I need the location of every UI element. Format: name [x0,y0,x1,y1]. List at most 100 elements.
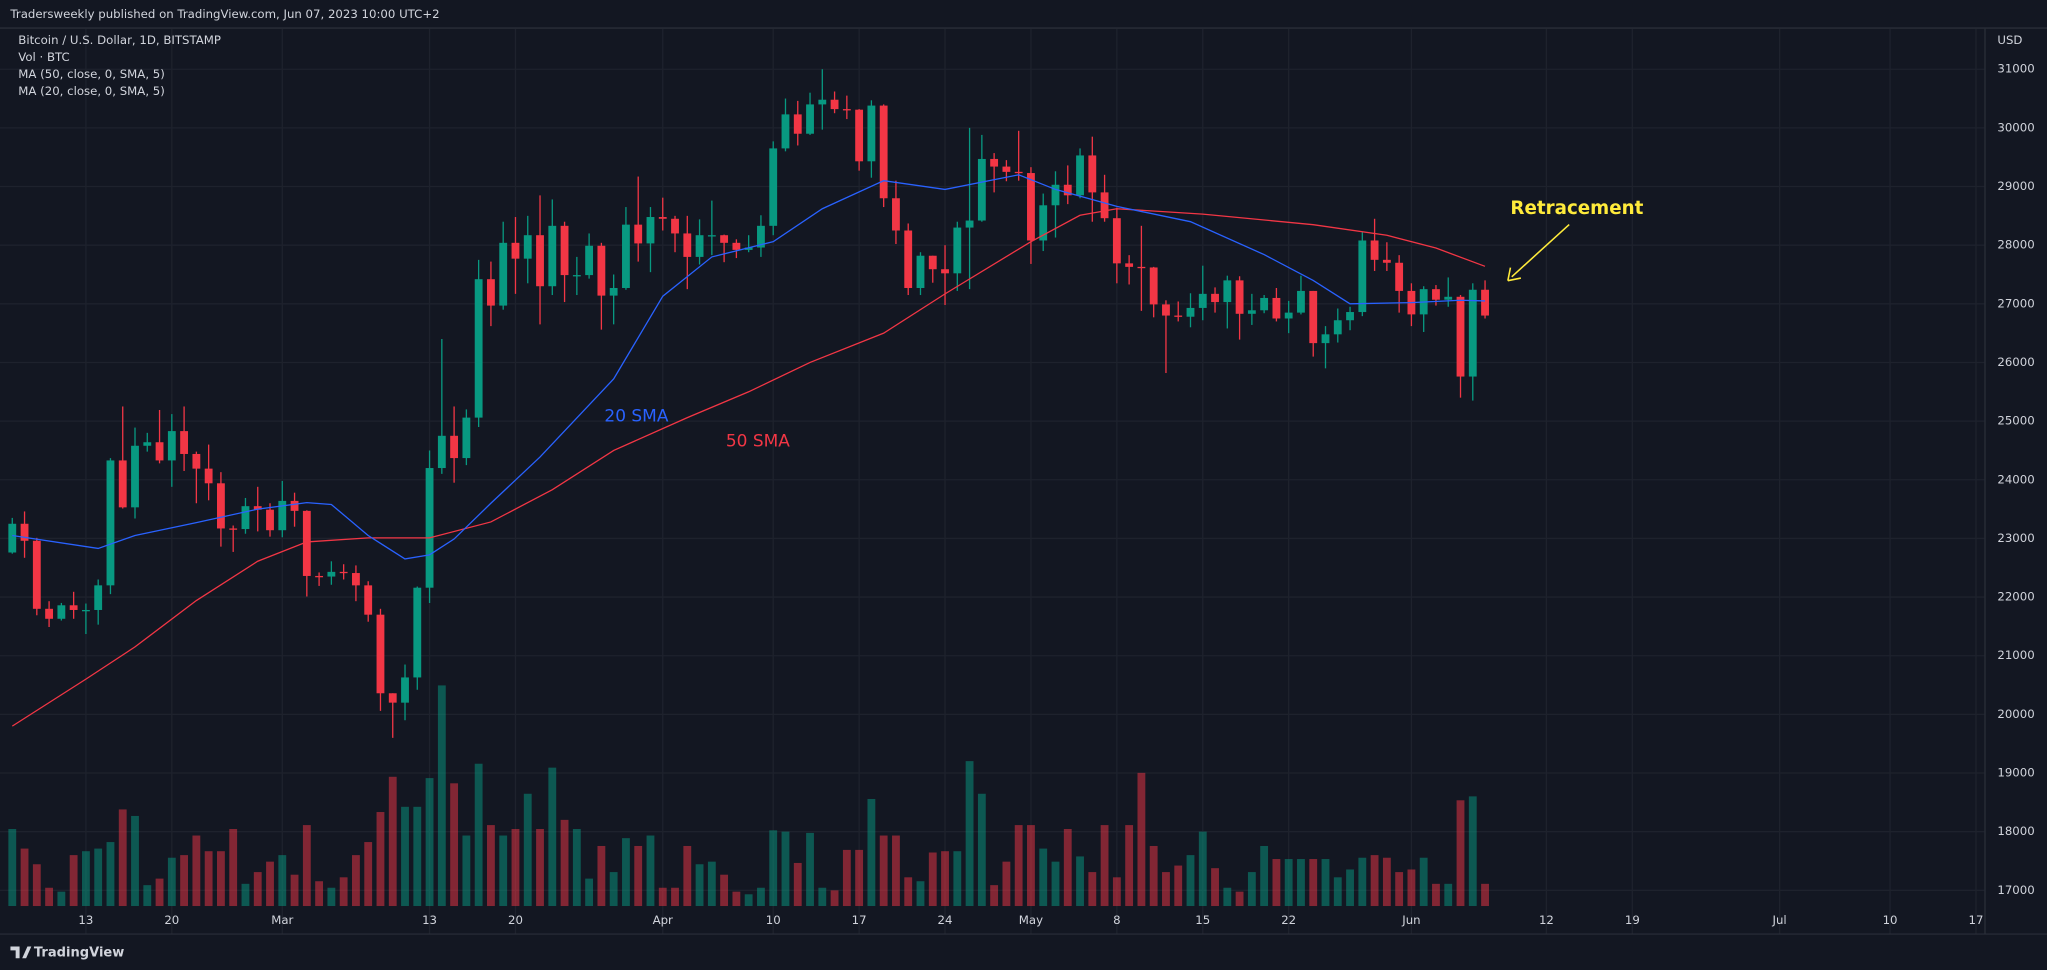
volume-bar [229,829,238,907]
volume-bar [830,890,839,907]
x-tick-label: 8 [1113,913,1120,927]
volume-bar [499,835,508,907]
candle-body [830,99,839,110]
candle-body [1051,184,1060,206]
candle-body [81,609,90,612]
y-tick-label: 20000 [1997,707,2034,721]
x-tick-label: 15 [1195,913,1210,927]
x-tick-label: 19 [1625,913,1640,927]
candle-body [1370,240,1379,260]
volume-bar [1162,872,1170,907]
footer-brand: TradingView [34,946,124,961]
volume-bar [597,845,606,907]
candle-body [769,148,778,226]
candle-body [487,279,495,306]
volume-bar [167,857,176,907]
annotation: 50 SMA [726,431,790,451]
annotations: 20 SMA 50 SMA Retracement [604,198,1643,451]
candle-body [339,571,348,574]
candle-body [155,442,164,461]
x-tick-label: 13 [78,913,93,927]
volume-bar [1382,857,1391,907]
volume-bar [1481,883,1489,907]
volume-bar [1456,800,1465,907]
candle-body [671,218,679,234]
volume-bar [1076,856,1084,907]
volume-bar [192,835,201,907]
candle-body [401,677,409,703]
candle-body [1468,289,1477,377]
volume-bar [658,887,667,907]
volume-bar [94,848,103,907]
volume-bar [1186,855,1195,907]
candle-body [45,608,54,619]
candle-body [1112,218,1121,264]
volume-bar [487,825,495,907]
volume-bar [1333,877,1342,907]
volume-bar [1247,872,1256,907]
header-text: Tradersweekly published on TradingView.c… [9,7,439,21]
y-tick-label: 19000 [1997,766,2034,780]
volume-bar [1419,857,1428,907]
candle-body [1076,155,1084,196]
volume-bar [20,848,29,907]
moving-average-line [11,208,1486,727]
volume-bar [818,887,827,907]
volume-bar [1284,859,1293,907]
candle-body [57,605,66,619]
volume-bar [1137,772,1146,907]
candle-body [32,540,41,609]
volume-bar [118,809,127,907]
candle-body [683,233,692,257]
volume-bar [757,887,765,907]
y-tick-label: 28000 [1997,238,2034,252]
volume-bar [1088,872,1097,907]
volume-bar [155,878,164,907]
volume-bar [450,783,459,907]
volume-bar [437,685,446,907]
candle-body [548,225,557,287]
candle-body [229,528,238,530]
x-tick-label: 20 [164,913,179,927]
candle-body [695,235,704,257]
axis-labels: 17000 18000 19000 20000 21000 22000 23000 24000… [78,62,2034,927]
volume-bar [217,851,225,907]
candle-body [352,573,360,586]
candle-body [818,99,827,105]
volume-bar [364,842,373,907]
candle-body [474,279,483,418]
volume-bar [1346,869,1354,907]
volume-bar [1223,887,1232,907]
volume-bar [1468,796,1477,907]
legend-entry: MA (50, close, 0, SMA, 5) [18,67,165,81]
volume-bar [1039,848,1048,907]
candle-body [867,105,876,162]
candle-body [302,510,311,576]
candle-body [413,587,422,678]
x-tick-label: 17 [852,913,867,927]
volume-bar [1321,859,1330,907]
volume-bar [646,835,655,907]
candle-body [1247,310,1256,314]
volume-bar [1235,891,1244,907]
volume-bar [1260,845,1269,907]
footer-bar [0,934,2047,970]
logo-icon [10,946,32,959]
candle-body [327,571,336,577]
candle-body [597,245,606,296]
volume-bar [290,874,299,907]
candle-body [8,523,17,553]
volume-bar [81,851,90,907]
candle-body [572,275,581,277]
symbol-legend: Bitcoin / U.S. Dollar, 1D, BITSTAMP [18,33,221,47]
candle-body [1223,280,1232,303]
volume-bar [695,864,704,907]
candle-body [253,506,262,510]
volume-bar [1309,859,1318,907]
candle-body [523,235,532,259]
candle-body [69,605,78,610]
volume-bar [143,885,152,907]
volume-bar [302,825,311,907]
volume-bar [560,819,569,907]
candle-body [1333,320,1342,335]
